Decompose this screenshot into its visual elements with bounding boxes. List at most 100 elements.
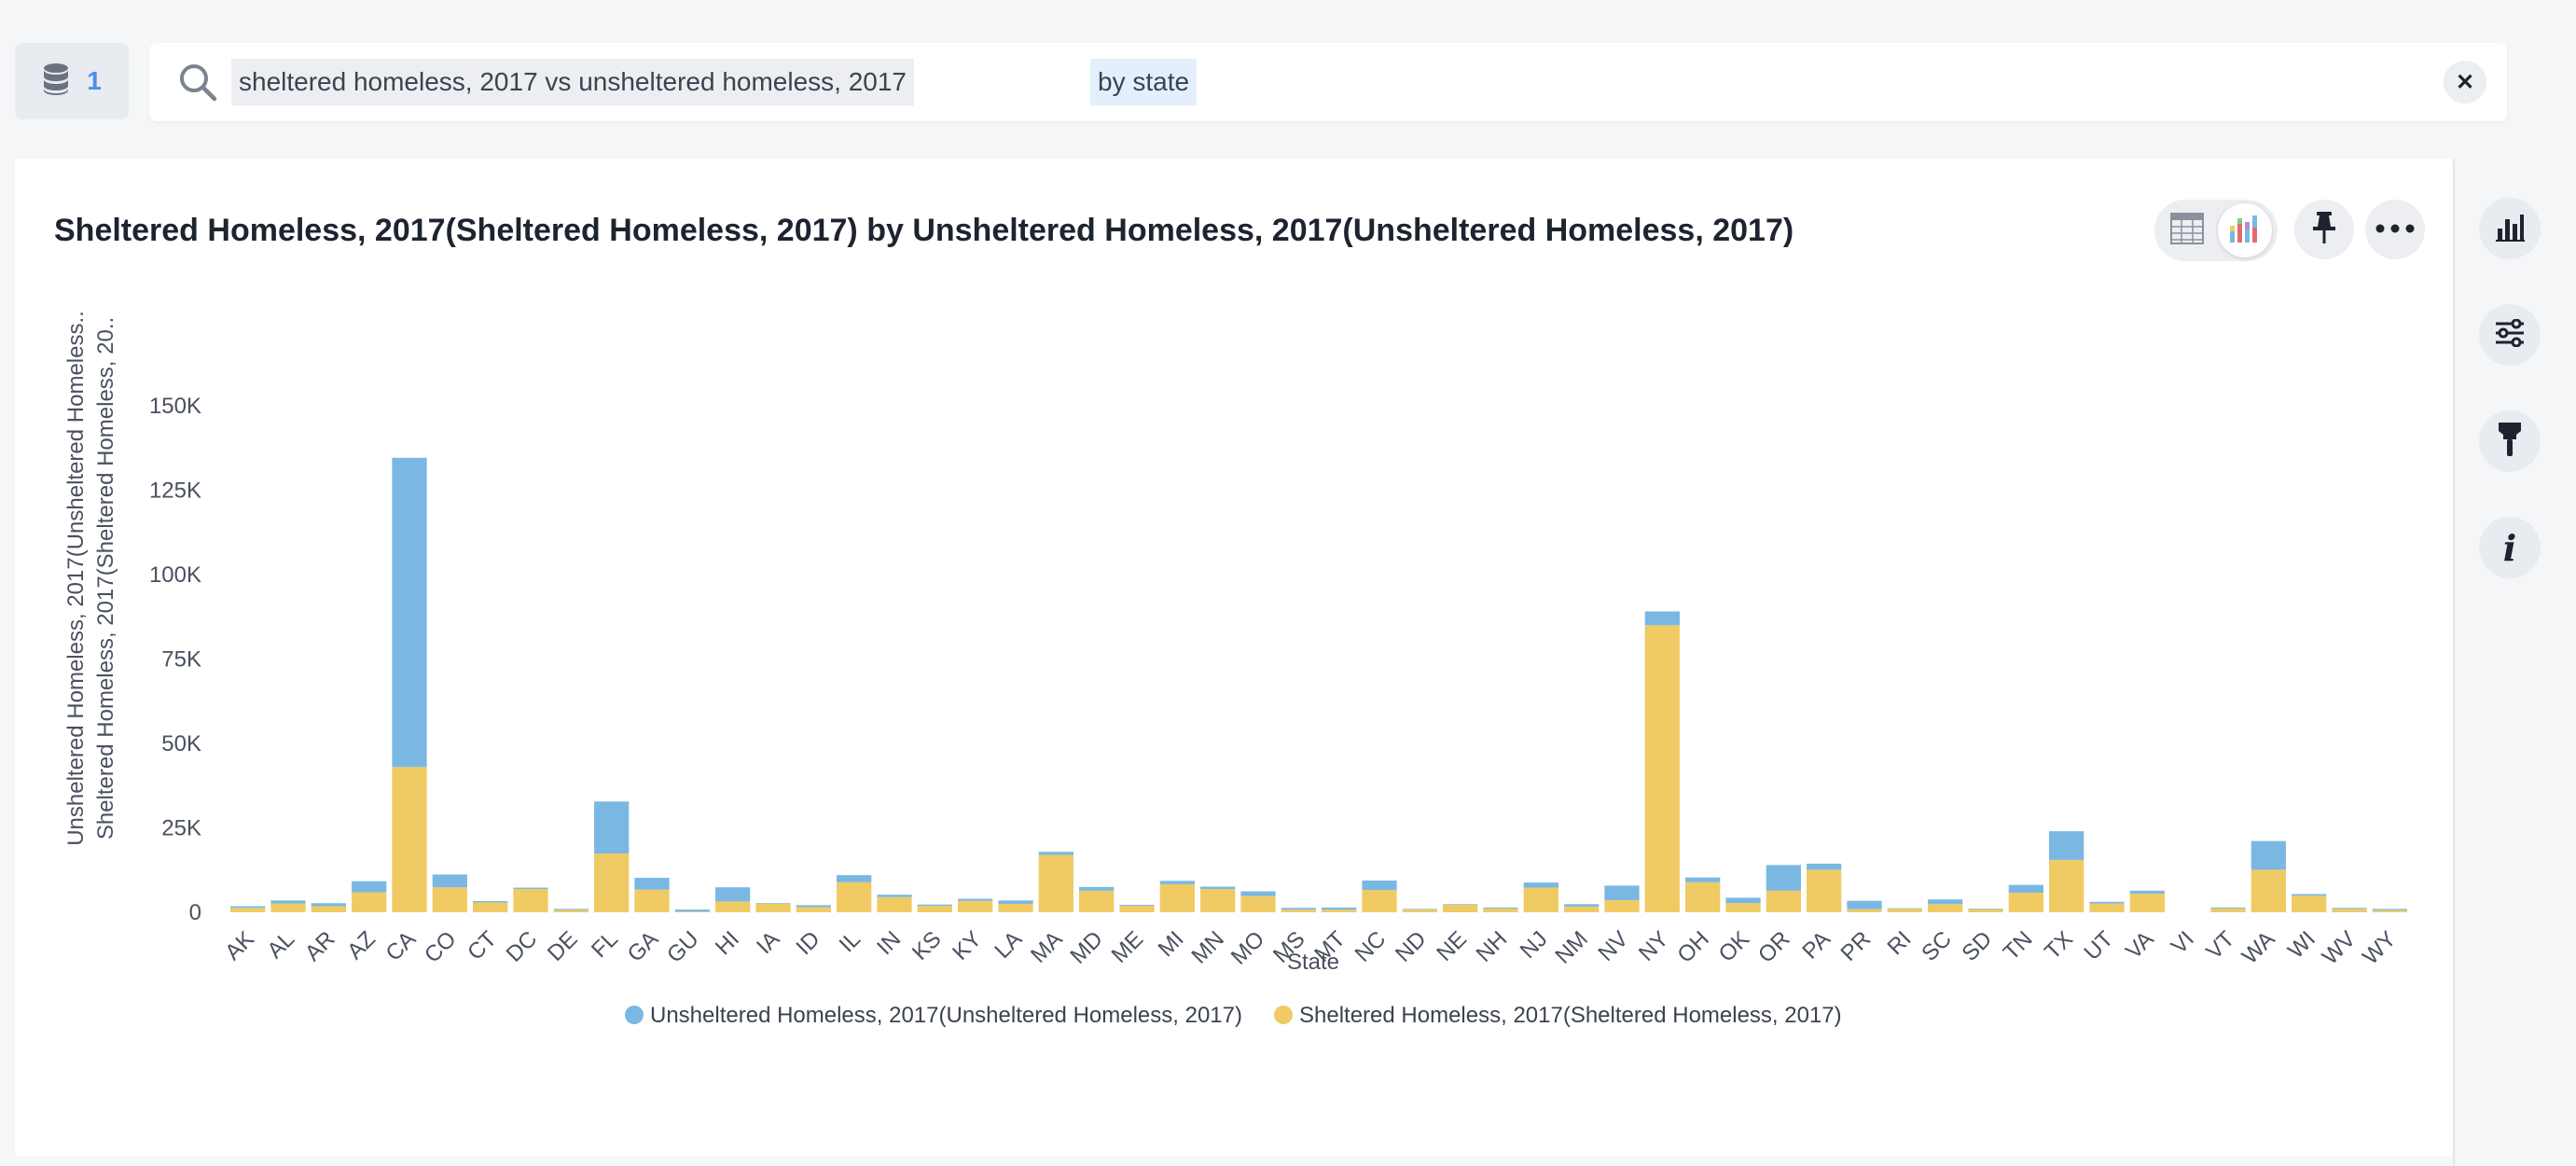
- bar-sheltered-mt[interactable]: [1322, 909, 1357, 912]
- bar-unsheltered-ak[interactable]: [230, 906, 266, 909]
- pin-button[interactable]: [2294, 200, 2354, 259]
- bar-sheltered-id[interactable]: [796, 907, 831, 912]
- bar-sheltered-sc[interactable]: [1928, 904, 1963, 912]
- bar-sheltered-pr[interactable]: [1847, 909, 1882, 912]
- bar-sheltered-ne[interactable]: [1443, 905, 1478, 912]
- bar-unsheltered-ne[interactable]: [1443, 904, 1478, 906]
- bar-sheltered-al[interactable]: [270, 903, 306, 912]
- bar-unsheltered-az[interactable]: [352, 881, 387, 893]
- bar-unsheltered-hi[interactable]: [715, 887, 751, 902]
- bar-sheltered-mn[interactable]: [1200, 889, 1236, 912]
- bar-unsheltered-ca[interactable]: [392, 457, 427, 768]
- bar-unsheltered-wv[interactable]: [2332, 908, 2367, 909]
- bar-unsheltered-sc[interactable]: [1928, 899, 1963, 905]
- bar-unsheltered-wi[interactable]: [2292, 894, 2327, 896]
- bar-unsheltered-il[interactable]: [837, 875, 872, 882]
- bar-sheltered-fl[interactable]: [594, 854, 630, 912]
- bar-unsheltered-al[interactable]: [270, 900, 306, 904]
- bar-unsheltered-ms[interactable]: [1281, 908, 1316, 910]
- info-button[interactable]: i: [2479, 517, 2541, 578]
- bar-unsheltered-pa[interactable]: [1807, 863, 1842, 870]
- format-button[interactable]: [2479, 410, 2541, 472]
- datasource-button[interactable]: 1: [15, 43, 129, 119]
- bar-unsheltered-mi[interactable]: [1159, 881, 1195, 884]
- chart-view-button[interactable]: [2218, 203, 2272, 257]
- bar-sheltered-dc[interactable]: [513, 889, 548, 912]
- bar-sheltered-az[interactable]: [352, 892, 387, 912]
- bar-sheltered-ms[interactable]: [1281, 909, 1316, 912]
- bar-sheltered-ia[interactable]: [755, 903, 791, 912]
- bar-sheltered-wa[interactable]: [2251, 869, 2286, 912]
- bar-sheltered-nh[interactable]: [1483, 909, 1518, 912]
- bar-sheltered-mi[interactable]: [1159, 883, 1195, 912]
- legend-item-sheltered[interactable]: Sheltered Homeless, 2017(Sheltered Homel…: [1274, 1003, 1842, 1028]
- bar-sheltered-wi[interactable]: [2292, 895, 2327, 912]
- bar-unsheltered-in[interactable]: [877, 895, 912, 897]
- bar-unsheltered-or[interactable]: [1766, 865, 1801, 891]
- bar-sheltered-nv[interactable]: [1604, 899, 1640, 912]
- bar-unsheltered-me[interactable]: [1119, 905, 1155, 907]
- bar-sheltered-ca[interactable]: [392, 767, 427, 912]
- bar-unsheltered-mt[interactable]: [1322, 907, 1357, 910]
- bar-unsheltered-ia[interactable]: [755, 903, 791, 904]
- bar-sheltered-nd[interactable]: [1402, 909, 1437, 912]
- bar-sheltered-ky[interactable]: [958, 900, 993, 912]
- bar-sheltered-nc[interactable]: [1362, 890, 1397, 912]
- bar-unsheltered-la[interactable]: [998, 900, 1033, 904]
- bar-unsheltered-ky[interactable]: [958, 898, 993, 901]
- bar-sheltered-me[interactable]: [1119, 906, 1155, 912]
- bar-sheltered-ma[interactable]: [1038, 854, 1073, 912]
- bar-sheltered-sd[interactable]: [1968, 909, 2003, 912]
- bar-sheltered-nj[interactable]: [1523, 887, 1558, 912]
- bar-sheltered-ct[interactable]: [473, 902, 508, 912]
- legend[interactable]: Unsheltered Homeless, 2017(Unsheltered H…: [625, 1003, 1842, 1028]
- bar-unsheltered-tx[interactable]: [2049, 831, 2084, 860]
- bar-sheltered-nm[interactable]: [1564, 906, 1600, 912]
- view-toggle[interactable]: [2154, 200, 2278, 261]
- bar-sheltered-ny[interactable]: [1644, 625, 1680, 912]
- bar-unsheltered-va[interactable]: [2129, 890, 2165, 895]
- bar-unsheltered-wa[interactable]: [2251, 840, 2286, 870]
- legend-item-unsheltered[interactable]: Unsheltered Homeless, 2017(Unsheltered H…: [625, 1003, 1242, 1028]
- bar-unsheltered-ma[interactable]: [1038, 852, 1073, 855]
- bar-sheltered-ok[interactable]: [1725, 903, 1761, 912]
- bar-unsheltered-nm[interactable]: [1564, 904, 1600, 907]
- bar-unsheltered-nc[interactable]: [1362, 880, 1397, 891]
- bar-unsheltered-gu[interactable]: [674, 909, 710, 912]
- bar-unsheltered-md[interactable]: [1079, 886, 1115, 891]
- bar-unsheltered-nv[interactable]: [1604, 885, 1640, 900]
- bar-sheltered-va[interactable]: [2129, 894, 2165, 912]
- bar-unsheltered-nj[interactable]: [1523, 882, 1558, 888]
- bar-sheltered-tx[interactable]: [2049, 859, 2084, 912]
- bar-sheltered-ar[interactable]: [311, 906, 346, 912]
- bar-unsheltered-ga[interactable]: [634, 878, 670, 890]
- bar-unsheltered-nh[interactable]: [1483, 907, 1518, 909]
- bar-unsheltered-mo[interactable]: [1240, 891, 1276, 896]
- bar-sheltered-pa[interactable]: [1807, 869, 1842, 912]
- chart-settings-button[interactable]: [2479, 304, 2541, 366]
- more-options-button[interactable]: [2365, 200, 2425, 259]
- bar-unsheltered-ny[interactable]: [1644, 611, 1680, 626]
- bar-sheltered-de[interactable]: [553, 909, 589, 912]
- bar-sheltered-ga[interactable]: [634, 889, 670, 912]
- bar-unsheltered-ut[interactable]: [2089, 901, 2125, 904]
- bar-sheltered-oh[interactable]: [1685, 881, 1721, 912]
- bar-unsheltered-oh[interactable]: [1685, 877, 1721, 882]
- bar-sheltered-ks[interactable]: [917, 906, 952, 912]
- table-view-button[interactable]: [2160, 203, 2214, 257]
- bar-sheltered-ri[interactable]: [1887, 909, 1922, 912]
- bar-unsheltered-tn[interactable]: [2008, 884, 2043, 894]
- bar-sheltered-ak[interactable]: [230, 908, 266, 912]
- bar-sheltered-co[interactable]: [432, 887, 467, 912]
- chart-type-button[interactable]: [2479, 198, 2541, 259]
- bar-sheltered-wv[interactable]: [2332, 909, 2367, 912]
- bar-unsheltered-co[interactable]: [432, 874, 467, 888]
- bar-sheltered-mo[interactable]: [1240, 895, 1276, 912]
- bar-sheltered-in[interactable]: [877, 896, 912, 912]
- search-token-by-state[interactable]: by state: [1090, 59, 1198, 105]
- bar-unsheltered-id[interactable]: [796, 905, 831, 908]
- bar-unsheltered-ok[interactable]: [1725, 897, 1761, 904]
- bar-sheltered-gu[interactable]: [674, 911, 710, 912]
- bar-unsheltered-vt[interactable]: [2210, 907, 2246, 909]
- bar-unsheltered-ks[interactable]: [917, 904, 952, 907]
